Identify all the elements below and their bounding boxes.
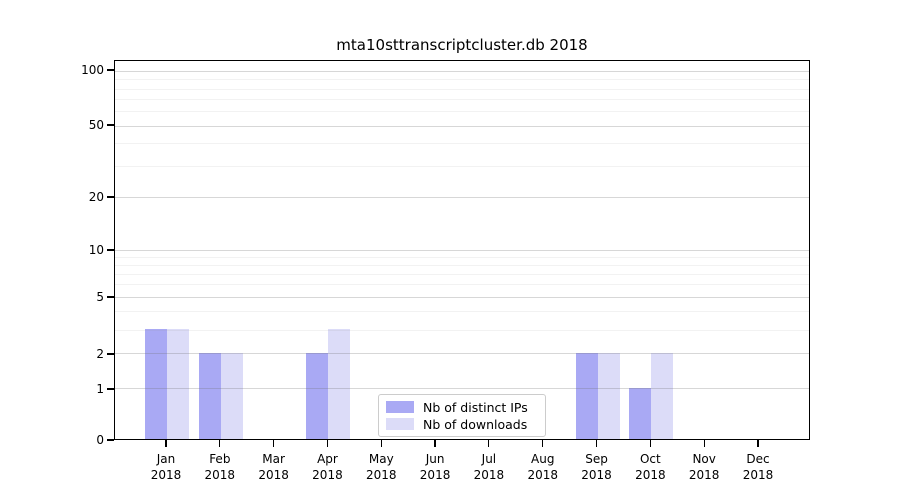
gridline-major	[115, 250, 809, 251]
x-tick-mark	[273, 440, 275, 447]
x-tick-mark	[703, 440, 705, 447]
gridline-minor	[115, 265, 809, 267]
x-tick-mark	[326, 440, 329, 447]
x-tick-label: Sep 2018	[581, 452, 612, 482]
x-tick-mark	[488, 440, 490, 447]
x-tick-label: Apr 2018	[312, 452, 343, 482]
x-tick-label: Nov 2018	[688, 452, 720, 482]
x-tick-mark	[757, 440, 759, 447]
x-tick-mark	[219, 440, 221, 447]
bar-nb-of-distinct-ips-oct	[629, 388, 652, 439]
y-tick-label: 100	[81, 62, 104, 77]
gridline-minor	[115, 329, 809, 331]
y-tick-label: 20	[88, 189, 104, 204]
x-tick-mark	[380, 440, 382, 447]
legend-row: Nb of downloads	[386, 416, 537, 432]
x-tick-mark	[165, 440, 167, 447]
bar-nb-of-downloads-oct	[651, 353, 674, 439]
x-tick-mark	[542, 440, 544, 447]
bar-nb-of-downloads-feb	[220, 353, 243, 439]
y-tick-mark	[107, 388, 114, 390]
x-tick-label: Mar 2018	[258, 452, 289, 482]
plot-area: Nb of distinct IPs Nb of downloads	[114, 60, 810, 440]
y-tick-label: 5	[96, 290, 104, 304]
bar-nb-of-distinct-ips-sep	[575, 353, 598, 439]
x-tick-label: Oct 2018	[635, 452, 666, 482]
gridline-major	[115, 388, 809, 390]
bar-nb-of-downloads-sep	[597, 353, 620, 439]
gridline-minor	[115, 88, 809, 90]
y-tick-mark	[107, 249, 114, 251]
gridline-minor	[115, 111, 809, 113]
x-tick-label: Jul 2018	[473, 452, 505, 482]
y-tick-mark	[107, 69, 114, 71]
gridline-major	[115, 197, 809, 199]
gridline-major	[115, 353, 809, 355]
bar-nb-of-distinct-ips-apr	[306, 353, 329, 439]
x-tick-mark	[649, 440, 651, 447]
chart-title: mta10sttranscriptcluster.db 2018	[336, 36, 588, 54]
gridline-minor	[115, 165, 809, 167]
bar-nb-of-distinct-ips-feb	[198, 353, 221, 439]
gridline-minor	[115, 257, 809, 259]
y-tick-mark	[107, 196, 114, 198]
y-tick-label: 10	[88, 243, 104, 257]
y-tick-label: 2	[96, 347, 104, 361]
gridline-minor	[115, 79, 809, 81]
gridline-minor	[115, 284, 809, 286]
x-tick-mark	[434, 440, 436, 447]
y-tick-mark	[107, 296, 114, 298]
legend-swatch	[386, 401, 414, 413]
bar-nb-of-downloads-jan	[167, 329, 189, 439]
gridline-minor	[115, 274, 809, 276]
y-tick-mark	[107, 353, 114, 355]
gridline-major	[115, 296, 809, 298]
legend-row: Nb of distinct IPs	[386, 399, 537, 415]
x-tick-label: Feb 2018	[204, 452, 236, 482]
x-tick-mark	[595, 440, 598, 447]
gridline-minor	[115, 99, 809, 101]
x-tick-label: May 2018	[365, 452, 397, 482]
legend-label: Nb of downloads	[423, 416, 528, 432]
x-tick-label: Dec 2018	[742, 452, 774, 482]
gridline-major	[115, 125, 809, 127]
y-tick-label: 1	[96, 382, 104, 396]
legend-swatch	[386, 418, 414, 430]
legend: Nb of distinct IPs Nb of downloads	[378, 394, 546, 437]
bar-nb-of-downloads-apr	[328, 329, 351, 439]
legend-label: Nb of distinct IPs	[423, 399, 528, 415]
y-tick-label: 50	[88, 118, 104, 133]
gridline-major	[115, 70, 809, 72]
x-tick-label: Jan 2018	[150, 452, 182, 482]
gridline-minor	[115, 143, 809, 145]
bar-nb-of-distinct-ips-jan	[145, 329, 167, 439]
y-tick-mark	[107, 124, 114, 126]
y-tick-mark	[107, 439, 114, 441]
x-tick-label: Jun 2018	[419, 452, 451, 482]
y-tick-label: 0	[96, 433, 104, 447]
gridline-minor	[115, 311, 809, 313]
x-tick-label: Aug 2018	[527, 452, 558, 482]
